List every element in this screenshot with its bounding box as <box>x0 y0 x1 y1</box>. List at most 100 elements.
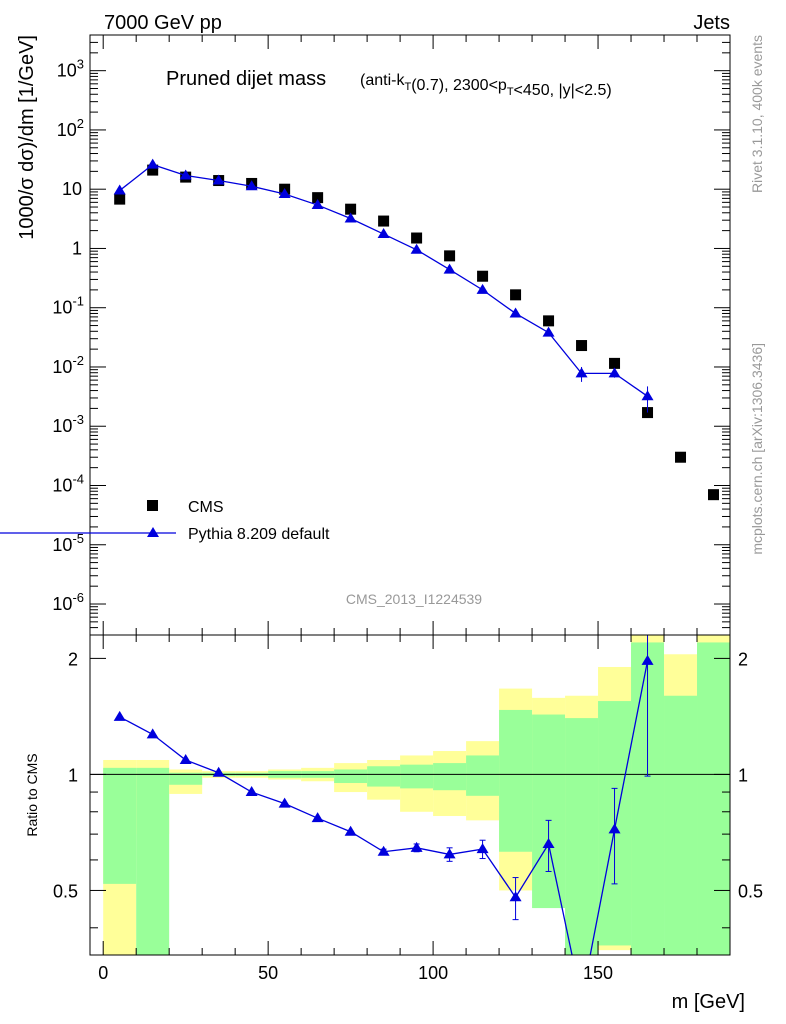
ratio-pythia-point <box>113 710 126 721</box>
pythia-point <box>476 283 489 294</box>
ratio-pythia-point <box>410 841 423 852</box>
main-ytick-label: 10-4 <box>52 471 84 495</box>
ratio-ytick-label-left: 1 <box>68 765 78 785</box>
main-ytick-label: 102 <box>57 116 84 140</box>
main-series <box>113 158 720 501</box>
ratio-xtick-label: 0 <box>98 963 108 983</box>
ratio-pythia-point <box>509 891 522 902</box>
energy-label: 7000 GeV pp <box>104 12 222 34</box>
ratio-xtick-label: 100 <box>418 963 448 983</box>
ratio-band-green <box>103 767 137 884</box>
ratio-pythia-point <box>311 812 324 823</box>
jets-label: Jets <box>693 12 730 34</box>
ratio-band-green <box>433 763 467 791</box>
cms-point <box>510 289 522 301</box>
cms-point <box>708 489 720 501</box>
cms-point <box>114 193 126 205</box>
pythia-point <box>146 158 159 169</box>
ratio-pythia-point <box>542 837 555 848</box>
pythia-line <box>119 163 648 397</box>
main-axes: 10-6 10-5 10-4 10-3 10-2 10-1 1 10 102 103 <box>52 34 730 636</box>
pythia-point <box>311 199 324 210</box>
pythia-point <box>542 326 555 337</box>
pythia-point <box>410 243 423 254</box>
main-ytick-label: 10-2 <box>52 353 84 377</box>
ratio-pythia-point <box>245 786 258 797</box>
side-label-mcplots: mcplots.cern.ch [arXiv:1306.3436] <box>749 343 765 555</box>
main-ytick-label: 10 <box>62 179 82 199</box>
ratio-band-green <box>499 709 533 852</box>
cms-point <box>312 192 324 204</box>
ratio-band-green <box>466 755 500 796</box>
legend-marker-cms <box>147 500 158 511</box>
ratio-band-green <box>400 764 434 789</box>
cms-point <box>378 215 390 227</box>
pythia-point <box>509 307 522 318</box>
pythia-point <box>575 367 588 378</box>
ratio-pythia-point <box>476 843 489 854</box>
cms-point <box>675 451 687 463</box>
main-ytick-label: 10-3 <box>52 412 84 436</box>
ratio-band-green <box>334 769 368 784</box>
ratio-band-green <box>169 772 203 785</box>
ratio-pythia-point <box>641 654 654 665</box>
ratio-pythia-point <box>443 848 456 859</box>
ratio-ytick-label-right: 0.5 <box>738 881 763 901</box>
ratio-pythia-point <box>377 845 390 856</box>
cms-point <box>147 164 159 176</box>
main-subtitle: (anti-kT(0.7), 2300<pT<450, |y|<2.5) <box>360 72 612 99</box>
ratio-pythia-point <box>608 823 621 834</box>
ratio-band-green <box>565 718 599 955</box>
ratio-xlabel: m [GeV] <box>672 991 745 1013</box>
watermark: CMS_2013_I1224539 <box>346 591 482 607</box>
main-ytick-label: 10-6 <box>52 590 84 614</box>
ratio-pythia-point <box>146 728 159 739</box>
ratio-pythia-point <box>278 797 291 808</box>
ratio-band-green <box>664 695 698 955</box>
legend-marker-pythia <box>147 527 159 537</box>
main-frame <box>89 34 731 636</box>
cms-point <box>411 232 423 244</box>
ratio-pythia-point <box>344 825 357 836</box>
main-ylabel: 1000/σ dσ)/dm [1/GeV] <box>16 35 38 240</box>
legend-label-cms: CMS <box>188 499 224 516</box>
pythia-point <box>443 263 456 274</box>
pythia-point <box>212 174 225 185</box>
ratio-frame <box>89 634 731 956</box>
ratio-pythia-point <box>576 994 588 1004</box>
cms-point <box>609 357 621 369</box>
legend-label-pythia: Pythia 8.209 default <box>188 526 330 543</box>
ratio-band-green <box>532 714 566 909</box>
ratio-ytick-label-left: 2 <box>68 649 78 669</box>
cms-point <box>477 270 489 282</box>
ratio-pythia-point <box>212 766 225 777</box>
cms-point <box>345 203 357 215</box>
legend: CMS Pythia 8.209 default <box>0 499 330 543</box>
pythia-point <box>641 390 654 401</box>
pythia-point <box>278 187 291 198</box>
ratio-ytick-label-left: 0.5 <box>53 881 78 901</box>
ratio-ylabel: Ratio to CMS <box>24 753 40 836</box>
cms-point <box>444 250 456 262</box>
main-title: Pruned dijet mass <box>166 68 326 90</box>
ratio-series <box>113 635 654 1004</box>
pythia-point <box>608 367 621 378</box>
pythia-point <box>344 212 357 223</box>
pythia-point <box>377 228 390 239</box>
pythia-point <box>113 184 126 195</box>
side-label-rivet: Rivet 3.1.10, 400k events <box>749 35 765 193</box>
pythia-point <box>245 180 258 191</box>
ratio-axes: 0.5 0.5 1 1 2 2 0 50 100 150 <box>53 635 763 983</box>
main-panel: 10-6 10-5 10-4 10-3 10-2 10-1 1 10 102 103 Pruned… <box>0 34 731 636</box>
main-ytick-label: 10-1 <box>52 294 84 318</box>
cms-point <box>576 340 588 352</box>
ratio-bands <box>103 635 730 955</box>
ratio-band-green <box>367 766 401 787</box>
ratio-panel: 0.5 0.5 1 1 2 2 0 50 100 150 Ratio to CMS m [GeV] <box>24 634 763 1013</box>
ratio-ytick-label-right: 1 <box>738 765 748 785</box>
cms-point <box>543 315 555 327</box>
ratio-xtick-label: 150 <box>583 963 613 983</box>
ratio-pythia-point <box>179 753 192 764</box>
main-ytick-label: 103 <box>57 57 84 81</box>
